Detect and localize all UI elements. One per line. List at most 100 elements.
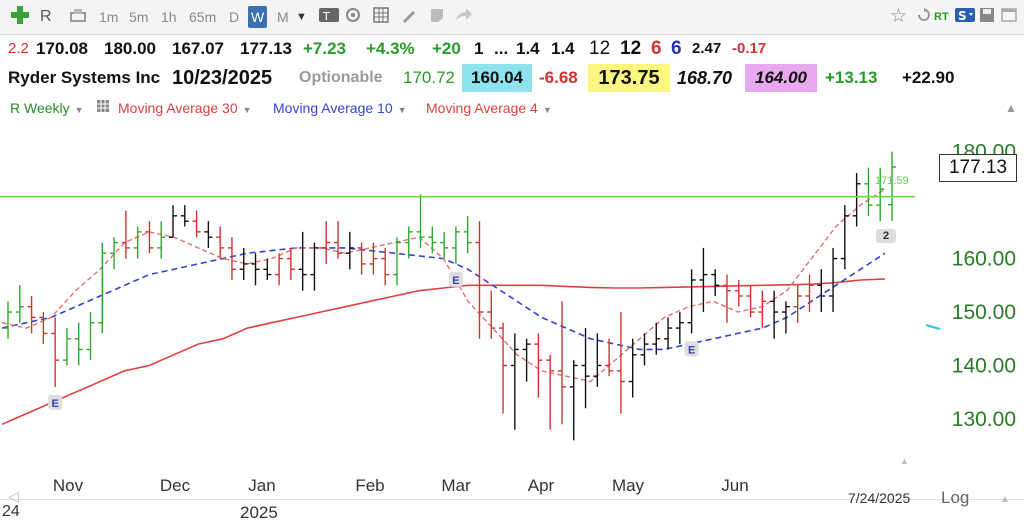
ohlc-bar: [27, 296, 36, 334]
strategy-icon[interactable]: S: [954, 6, 976, 28]
ohlc-bar: [298, 231, 307, 291]
earnings-marker-label: E: [452, 275, 459, 287]
star-icon[interactable]: ☆: [890, 6, 908, 27]
period-m[interactable]: M: [277, 9, 289, 25]
period-1h[interactable]: 1h: [161, 9, 177, 25]
ohlc-bar: [263, 258, 272, 280]
ohlc-bar: [722, 274, 731, 323]
ohlc-bar: [51, 317, 60, 387]
period-dropdown-icon[interactable]: ▼: [296, 11, 307, 23]
date-range-label[interactable]: 7/24/2025: [848, 490, 911, 506]
marker-label: 2: [876, 229, 896, 243]
chevron-down-icon: ▼: [74, 105, 84, 115]
period-1m[interactable]: 1m: [99, 9, 119, 25]
ohlc-bar: [192, 210, 201, 238]
ohlc-bar: [499, 322, 508, 414]
pencil-icon[interactable]: [400, 6, 418, 28]
x-tick-label: May: [612, 476, 645, 495]
quote-last: 177.13: [240, 39, 292, 58]
quote-n12b: 12: [620, 38, 642, 59]
indicator-ma30-label: Moving Average 30: [118, 100, 238, 116]
info-v160: 160.04: [462, 64, 532, 92]
x-tick-label: Feb: [355, 476, 384, 495]
ohlc-bar: [711, 269, 720, 296]
ohlc-bar: [840, 205, 849, 270]
indicator-ma30[interactable]: Moving Average 30 ▼: [118, 98, 252, 118]
period-d[interactable]: D: [229, 9, 240, 25]
sync-icon[interactable]: [915, 6, 933, 28]
x-tick-label: Nov: [53, 476, 84, 495]
scroll-up-icon[interactable]: ▲: [1000, 494, 1010, 505]
x-tick-label: Dec: [160, 476, 191, 495]
ohlc-bar: [74, 322, 83, 366]
share-icon[interactable]: [454, 6, 474, 28]
ohlc-bar: [334, 221, 343, 259]
info-v170: 170.72: [403, 68, 455, 87]
period-w[interactable]: W: [248, 6, 268, 28]
ohlc-bar: [15, 285, 24, 323]
indicator-ma4[interactable]: Moving Average 4 ▼: [426, 98, 552, 118]
print-icon[interactable]: [68, 6, 88, 28]
ohlc-bar: [286, 247, 295, 280]
quote-low: 167.07: [172, 39, 224, 58]
ohlc-bar: [805, 274, 814, 313]
window-icon[interactable]: [1000, 6, 1018, 28]
quote-neg017: -0.17: [732, 40, 767, 57]
ohlc-bar: [569, 360, 578, 441]
ohlc-bar: [829, 247, 838, 313]
info-v164: 164.00: [745, 64, 817, 92]
rt-label[interactable]: RT: [934, 11, 949, 23]
ohlc-bar: [876, 167, 885, 222]
grid-icon[interactable]: [372, 6, 390, 28]
text-tool-icon[interactable]: T: [318, 6, 340, 28]
period-65m[interactable]: 65m: [189, 9, 217, 25]
quote-open: 170.08: [36, 39, 88, 58]
ma30-line: [1, 278, 886, 426]
earnings-marker-label: E: [688, 344, 695, 356]
ohlc-bar: [98, 242, 107, 334]
info-v168: 168.70: [677, 68, 733, 88]
ohlc-bar: [404, 226, 413, 259]
quote-v1: 1: [474, 39, 484, 58]
optionable-label: Optionable: [299, 69, 383, 86]
ohlc-bar: [4, 301, 12, 339]
ohlc-bar: [475, 221, 484, 339]
earnings-marker: E: [684, 341, 699, 357]
ohlc-bar: [534, 333, 543, 398]
indicator-ma4-label: Moving Average 4: [426, 100, 538, 116]
quote-n6a: 6: [651, 38, 662, 59]
ohlc-bar: [357, 242, 366, 275]
ohlc-bar: [251, 253, 260, 286]
x-tick-label: Jan: [248, 476, 275, 495]
scroll-left-icon[interactable]: ◁: [8, 488, 19, 504]
save-icon[interactable]: [978, 6, 996, 28]
grid-settings-icon[interactable]: [96, 98, 110, 118]
ohlc-bar: [86, 312, 95, 361]
note-icon[interactable]: [428, 6, 446, 28]
settings-icon[interactable]: [344, 6, 362, 28]
ohlc-bar: [852, 173, 861, 227]
collapse-up-icon[interactable]: ▲: [1005, 101, 1017, 115]
ohlc-bar: [145, 221, 154, 254]
quote-high: 180.00: [104, 39, 156, 58]
ohlc-bar: [675, 312, 684, 345]
add-icon[interactable]: [6, 4, 34, 26]
ohlc-bar: [628, 338, 637, 398]
ohlc-bar: [310, 242, 319, 291]
log-toggle[interactable]: Log: [941, 488, 970, 507]
price-tag-pointer: [925, 163, 937, 175]
symbol-label[interactable]: R: [40, 8, 52, 25]
ohlc-bar: [770, 290, 779, 339]
period-5m[interactable]: 5m: [129, 9, 149, 25]
indicator-ma10[interactable]: Moving Average 10 ▼: [273, 98, 407, 118]
expand-icon[interactable]: ▲: [900, 456, 909, 466]
ohlc-bar: [121, 210, 130, 259]
quote-n12a: 12: [589, 38, 611, 59]
indicator-ma10-label: Moving Average 10: [273, 100, 393, 116]
ohlc-bar: [227, 237, 236, 280]
ohlc-bar: [275, 253, 284, 286]
indicator-weekly[interactable]: R Weekly ▼: [10, 98, 84, 118]
x-tick-label: Apr: [528, 476, 555, 495]
ohlc-bar: [133, 226, 142, 259]
